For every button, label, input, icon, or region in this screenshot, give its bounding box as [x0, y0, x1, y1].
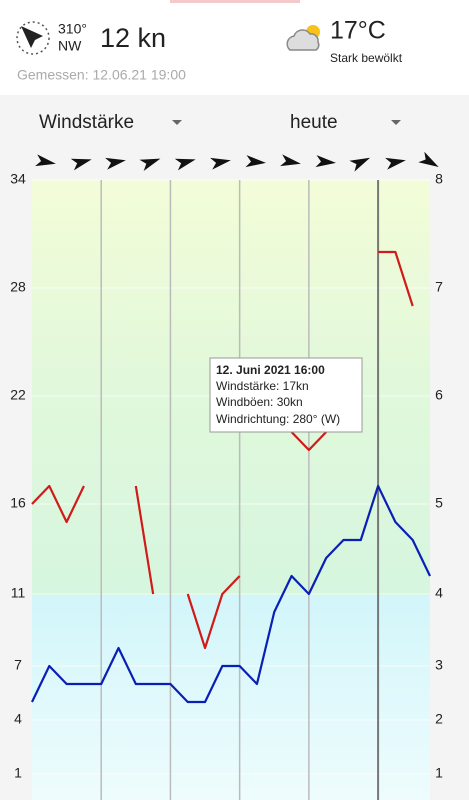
metric-dropdown[interactable]: Windstärke: [39, 112, 134, 133]
y2-tick-label: 4: [435, 585, 443, 601]
tooltip-line: Windrichtung: 280° (W): [216, 412, 340, 426]
y2-tick-label: 6: [435, 387, 443, 403]
y-tick-label: 34: [10, 171, 26, 187]
series-line: [31, 484, 431, 704]
tooltip-line: Windböen: 30kn: [216, 395, 303, 409]
tooltip-line: Windstärke: 17kn: [216, 379, 309, 393]
y-tick-label: 22: [10, 387, 26, 403]
weather-icon: [286, 25, 320, 51]
temperature: 17°C: [330, 17, 386, 45]
tooltip: 12. Juni 2021 16:00 Windstärke: 17kn Win…: [209, 357, 363, 433]
period-dropdown[interactable]: heute: [290, 112, 338, 133]
wind-direction-deg: 310°: [58, 21, 87, 37]
wind-speed: 12 kn: [100, 23, 166, 53]
y2-tick-label: 5: [435, 495, 443, 511]
y2-tick-label: 7: [435, 279, 443, 295]
y-tick-label: 4: [14, 711, 22, 727]
y2-tick-label: 1: [435, 765, 443, 781]
y2-tick-label: 3: [435, 657, 443, 673]
y2-tick-label: 2: [435, 711, 443, 727]
condition: Stark bewölkt: [330, 51, 403, 65]
plot-area: [32, 180, 430, 800]
dropdown-arrow: [391, 120, 401, 125]
compass-icon: [16, 21, 50, 55]
measured-time: Gemessen: 12.06.21 19:00: [17, 67, 186, 83]
y2-tick-label: 8: [435, 171, 443, 187]
direction-arrows: [35, 151, 439, 172]
dropdown-arrow: [172, 120, 182, 125]
y-tick-label: 28: [10, 279, 26, 295]
y-tick-label: 1: [14, 765, 22, 781]
y-tick-label: 7: [14, 657, 22, 673]
tooltip-title: 12. Juni 2021 16:00: [216, 363, 325, 377]
tab-indicator: [170, 0, 300, 3]
wind-direction: NW: [58, 38, 82, 54]
y-tick-label: 11: [11, 585, 26, 601]
y-tick-label: 16: [10, 495, 26, 511]
header-bg: [0, 0, 469, 95]
series-line: [31, 250, 414, 650]
tooltip-box: [209, 357, 363, 433]
